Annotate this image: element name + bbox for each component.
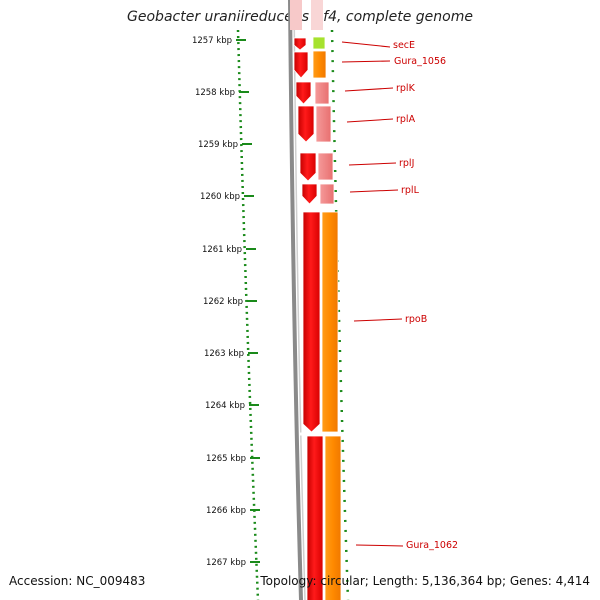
gene-leader-line: [349, 189, 399, 193]
genome-backbone-highlight: [293, 0, 306, 600]
gene-label[interactable]: rplL: [401, 185, 420, 196]
axis-tick-label: 1265 kbp: [206, 454, 246, 464]
outer-ruler-right: [330, 29, 350, 600]
outer-ruler-left: [236, 29, 260, 600]
gene-cds-rplJ: [299, 152, 317, 182]
top-cds-fragment: [290, 0, 302, 30]
gene-cds-gura1056: [293, 51, 309, 79]
gene-leader-line: [353, 318, 403, 322]
gene-cds-secE: [293, 37, 307, 51]
gene-cds-rplA: [297, 105, 315, 143]
gene-leader-line: [355, 544, 404, 547]
gene-rna-gura1062: [324, 435, 342, 600]
axis-tick-label: 1262 kbp: [203, 297, 243, 307]
gene-leader-line: [344, 87, 394, 92]
gene-label[interactable]: rplA: [396, 114, 416, 125]
axis-tick-label: 1260 kbp: [200, 192, 240, 202]
genome-backbone: [288, 0, 303, 600]
axis-tick-label: 1264 kbp: [205, 401, 245, 411]
gene-label[interactable]: Gura_1062: [406, 540, 458, 551]
axis-tick-label: 1261 kbp: [202, 245, 242, 255]
gene-label[interactable]: rpoB: [405, 314, 427, 325]
gene-rna-rplJ: [317, 152, 334, 181]
gene-rna-rplL: [319, 183, 335, 205]
gene-leader-line: [341, 60, 391, 63]
axis-tick-label: 1259 kbp: [198, 140, 238, 150]
gene-rna-rplK: [314, 81, 330, 105]
gene-label[interactable]: rplK: [396, 83, 416, 94]
gene-label[interactable]: rplJ: [399, 158, 414, 169]
axis-tick-label: 1267 kbp: [206, 558, 246, 568]
gene-rna-gura1056: [312, 50, 327, 79]
gene-cds-rplL: [301, 183, 318, 205]
gene-leader-line: [346, 118, 394, 123]
top-rna-fragment: [311, 0, 323, 30]
axis-tick-label: 1257 kbp: [192, 36, 232, 46]
axis-tick-label: 1258 kbp: [195, 88, 235, 98]
gene-cds-rplK: [295, 81, 312, 105]
gene-labels: secE Gura_1056 rplK rplA rplJ rplL rpoB Gura_10…: [341, 40, 458, 551]
gene-leader-line: [348, 162, 397, 166]
gene-leader-line: [341, 41, 391, 48]
gene-cds-rpoB: [302, 211, 321, 433]
axis-ticks: 1257 kbp 1258 kbp 1259 kbp 1260 kbp 1261 kbp…: [192, 36, 260, 568]
axis-tick-label: 1263 kbp: [204, 349, 244, 359]
accession-text: Accession: NC_009483: [9, 574, 146, 588]
gene-rna-rpoB: [321, 211, 339, 433]
axis-tick-label: 1266 kbp: [206, 506, 246, 516]
gene-rna-rplA: [315, 105, 332, 143]
gene-features: [293, 36, 345, 600]
gene-label[interactable]: secE: [393, 40, 415, 51]
gene-label[interactable]: Gura_1056: [394, 56, 446, 67]
genome-summary-text: Topology: circular; Length: 5,136,364 bp…: [260, 574, 590, 588]
gene-cds-gura1062: [306, 435, 324, 600]
gene-rna-secE: [312, 36, 326, 50]
